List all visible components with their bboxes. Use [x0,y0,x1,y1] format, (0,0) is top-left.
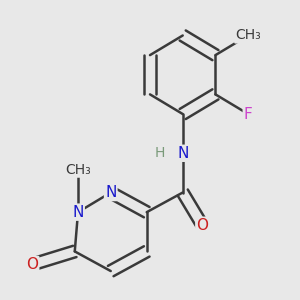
Text: CH₃: CH₃ [235,28,261,43]
Text: H: H [154,146,165,160]
Text: N: N [72,205,84,220]
Text: O: O [196,218,208,233]
Text: N: N [177,146,188,161]
Text: CH₃: CH₃ [65,163,91,177]
Text: N: N [105,185,116,200]
Text: F: F [244,106,253,122]
Text: O: O [26,257,38,272]
